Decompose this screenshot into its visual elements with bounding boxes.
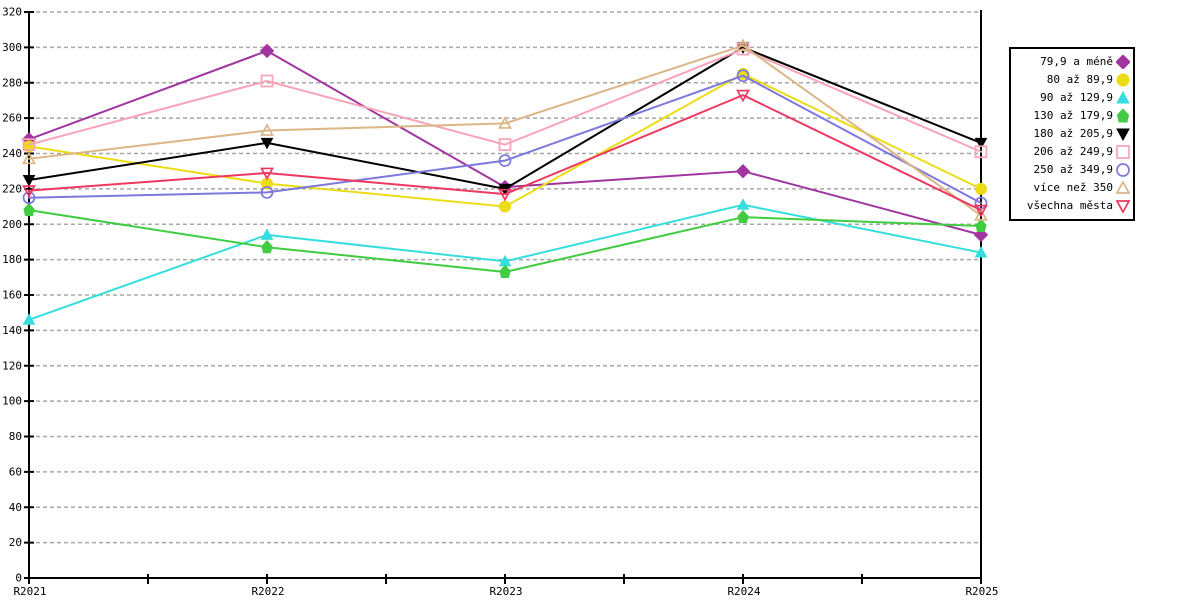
- y-tick-label: 180: [2, 253, 22, 266]
- series-line-8: [28, 94, 982, 212]
- data-point-triangle-down-icon: [260, 137, 274, 150]
- data-point-circle-icon: [499, 200, 511, 213]
- legend-item: 206 až 249,9: [1013, 143, 1130, 161]
- legend-triangle-up-icon: [1116, 91, 1130, 104]
- legend-item: 79,9 a méně: [1013, 53, 1130, 71]
- data-point-triangle-down-icon: [22, 175, 36, 187]
- y-tick-label: 260: [2, 112, 22, 125]
- legend-item-label: 130 až 179,9: [1033, 109, 1113, 122]
- legend-item-label: 80 až 89,9: [1046, 73, 1113, 86]
- legend: 79,9 a méně 80 až 89,9 90 až 129,9 130 až 1…: [1009, 47, 1135, 221]
- x-tick-label: R2023: [489, 585, 522, 598]
- legend-item-label: 206 až 249,9: [1033, 145, 1113, 158]
- data-point-diamond-icon: [259, 43, 275, 59]
- legend-item-label: 90 až 129,9: [1040, 91, 1113, 104]
- legend-square-icon: [1116, 145, 1130, 159]
- y-tick-label: 320: [2, 6, 22, 19]
- data-point-square-icon: [22, 138, 36, 152]
- data-point-triangle-down-icon: [736, 89, 750, 103]
- x-tick-label: R2024: [727, 585, 760, 598]
- legend-item: 130 až 179,9: [1013, 107, 1130, 125]
- data-point-triangle-up-icon: [974, 246, 988, 258]
- y-tick-label: 160: [2, 289, 22, 302]
- legend-triangle-down-icon: [1116, 200, 1130, 213]
- y-tick-label: 100: [2, 395, 22, 408]
- legend-item-label: 79,9 a méně: [1040, 55, 1113, 68]
- series-line-5: [28, 48, 982, 153]
- data-point-square-icon: [260, 74, 274, 88]
- data-point-square-icon: [498, 138, 512, 152]
- y-tick-label: 300: [2, 41, 22, 54]
- data-point-circle-icon: [975, 182, 987, 195]
- data-point-triangle-down-icon: [974, 137, 988, 150]
- data-point-triangle-up-icon: [736, 38, 750, 51]
- legend-item-label: 250 až 349,9: [1033, 163, 1113, 176]
- y-tick-label: 40: [9, 501, 22, 514]
- y-origin-label: 0: [15, 572, 22, 585]
- legend-item: 180 až 205,9: [1013, 125, 1130, 143]
- series-line-6: [28, 74, 982, 205]
- legend-triangle-down-icon: [1116, 128, 1130, 141]
- data-point-triangle-up-icon: [22, 313, 36, 325]
- legend-circle-icon: [1116, 163, 1130, 177]
- y-tick-label: 240: [2, 147, 22, 160]
- data-point-triangle-down-icon: [498, 188, 512, 202]
- data-point-pentagon-icon: [261, 240, 273, 254]
- y-tick-label: 60: [9, 465, 22, 478]
- data-point-triangle-up-icon: [22, 151, 36, 165]
- legend-item-label: všechna města: [1026, 199, 1113, 212]
- y-tick-label: 80: [9, 430, 22, 443]
- data-point-triangle-down-icon: [974, 204, 988, 218]
- legend-item-label: 180 až 205,9: [1033, 127, 1113, 140]
- x-tick-label: R2025: [965, 585, 998, 598]
- y-tick-label: 220: [2, 182, 22, 195]
- legend-item: všechna města: [1013, 197, 1130, 215]
- legend-item: 90 až 129,9: [1013, 89, 1130, 107]
- data-point-pentagon-icon: [23, 202, 35, 217]
- y-tick-label: 200: [2, 218, 22, 231]
- legend-item-label: více než 350: [1033, 181, 1113, 194]
- data-point-pentagon-icon: [737, 209, 749, 224]
- y-tick-label: 140: [2, 324, 22, 337]
- data-point-circle-icon: [736, 69, 750, 83]
- data-point-triangle-up-icon: [974, 208, 988, 221]
- x-tick-label: R2021: [13, 585, 46, 598]
- data-point-circle-icon: [498, 154, 512, 167]
- y-tick-label: 280: [2, 76, 22, 89]
- x-tick-label: R2022: [251, 585, 284, 598]
- data-point-circle-icon: [260, 186, 274, 199]
- data-point-square-icon: [974, 145, 988, 159]
- legend-item: více než 350: [1013, 179, 1130, 197]
- data-point-triangle-down-icon: [22, 185, 36, 198]
- legend-circle-icon: [1116, 73, 1130, 87]
- legend-diamond-icon: [1116, 55, 1130, 69]
- series-line-7: [28, 44, 982, 217]
- data-point-triangle-up-icon: [736, 198, 750, 210]
- legend-pentagon-icon: [1116, 109, 1130, 123]
- data-point-triangle-up-icon: [260, 228, 274, 240]
- data-point-triangle-up-icon: [260, 123, 274, 136]
- data-point-pentagon-icon: [975, 218, 987, 233]
- data-point-circle-icon: [22, 191, 36, 205]
- y-tick-label: 20: [9, 536, 22, 549]
- y-tick-label: 120: [2, 359, 22, 372]
- data-point-diamond-icon: [735, 163, 751, 179]
- data-point-triangle-down-icon: [260, 167, 274, 181]
- legend-triangle-up-icon: [1116, 181, 1130, 194]
- data-point-pentagon-icon: [499, 264, 511, 279]
- legend-item: 250 až 349,9: [1013, 161, 1130, 179]
- data-point-triangle-up-icon: [498, 116, 512, 129]
- legend-item: 80 až 89,9: [1013, 71, 1130, 89]
